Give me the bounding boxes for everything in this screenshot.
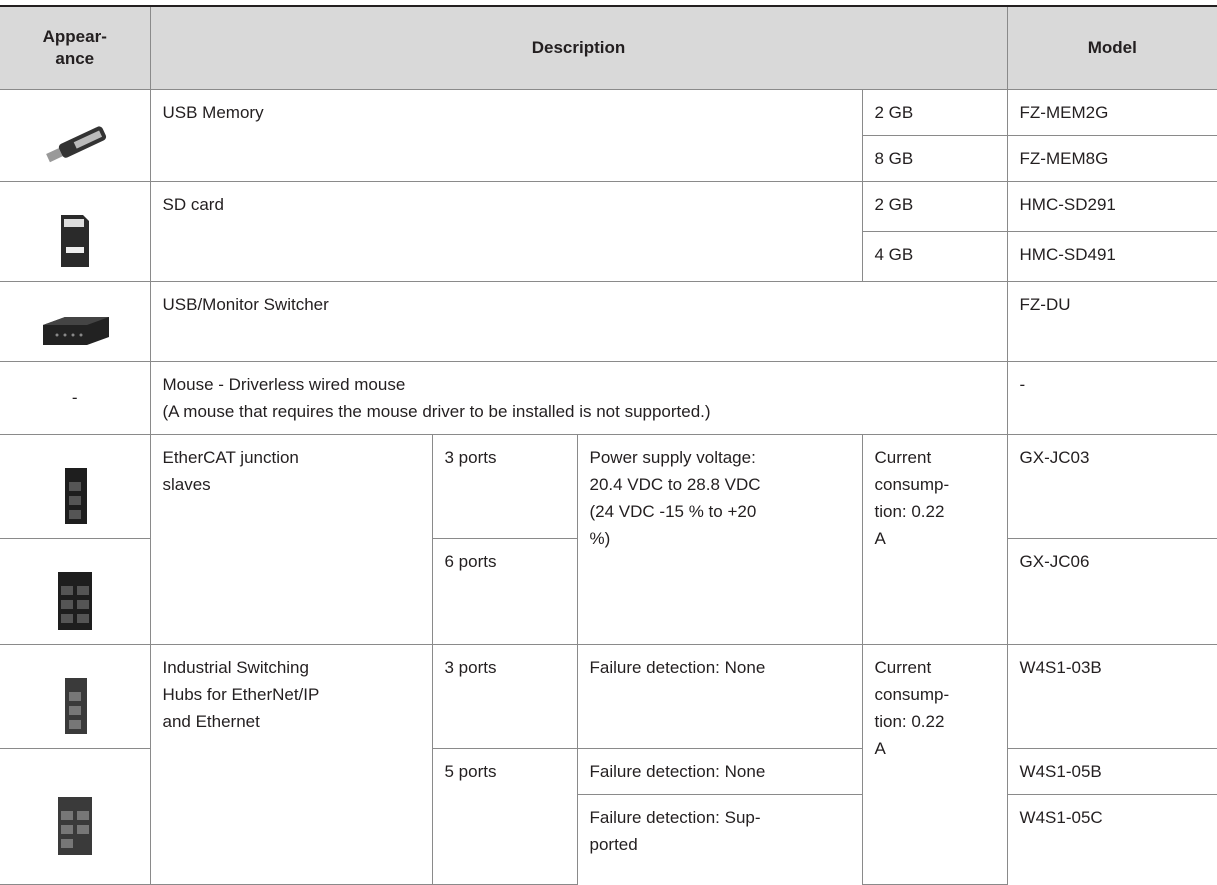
ethercat-6-icon — [57, 571, 92, 630]
cell: HMC-SD491 — [1006, 230, 1217, 282]
cell: SD card — [149, 180, 863, 282]
cell: Mouse - Driverless wired mouse (A mouse … — [149, 360, 1008, 435]
header-row: Appear- ance Description Model — [0, 5, 1217, 90]
header-cell: Appear- ance — [0, 5, 151, 90]
cell: HMC-SD291 — [1006, 180, 1217, 232]
cell: - — [0, 360, 151, 435]
cell: Industrial Switching Hubs for EtherNet/I… — [149, 643, 433, 885]
cell: 3 ports — [431, 433, 578, 539]
image-cell — [0, 537, 151, 645]
cell: Current consump- tion: 0.22 A — [861, 643, 1008, 885]
row: USB Memory 2 GB FZ-MEM2G — [0, 88, 1217, 182]
hub-3-icon — [64, 677, 87, 734]
cell: FZ-MEM2G — [1006, 88, 1217, 136]
header-cell: Model — [1006, 5, 1217, 90]
accessories-table: Appear- ance Description Model USB Memor… — [0, 5, 1217, 885]
row: SD card 2 GB HMC-SD291 — [0, 180, 1217, 282]
row: 8 GB FZ-MEM8G — [0, 134, 1217, 182]
row: 4 GB HMC-SD491 — [0, 230, 1217, 282]
cell: - — [1006, 360, 1217, 435]
header-cell: Description — [149, 5, 1008, 90]
cell: FZ-MEM8G — [1006, 134, 1217, 182]
cell: Current consump- tion: 0.22 A — [861, 433, 1008, 645]
cell: Failure detection: None — [576, 643, 863, 749]
page: Appear- ance Description Model USB Memor… — [0, 5, 1217, 885]
image-cell — [0, 747, 151, 885]
cell: USB Memory — [149, 88, 863, 182]
image-cell — [0, 180, 151, 282]
image-cell — [0, 88, 151, 182]
cell: W4S1-03B — [1006, 643, 1217, 749]
cell: GX-JC03 — [1006, 433, 1217, 539]
cell: Power supply voltage: 20.4 VDC to 28.8 V… — [576, 433, 863, 645]
cell: EtherCAT junction slaves — [149, 433, 433, 645]
cell: Failure detection: None — [576, 747, 863, 795]
cell: 5 ports — [431, 747, 578, 885]
cell: FZ-DU — [1006, 280, 1217, 362]
ethercat-3-icon — [64, 467, 87, 524]
cell: 2 GB — [861, 180, 1008, 232]
cell: 4 GB — [862, 230, 1008, 282]
cell: 2 GB — [861, 88, 1008, 136]
row: Industrial Switching Hubs for EtherNet/I… — [0, 643, 1217, 885]
hub-5-icon — [57, 796, 92, 855]
image-cell — [0, 643, 151, 749]
cell: USB/Monitor Switcher — [149, 280, 1008, 362]
sd-card-icon — [60, 214, 89, 267]
usb-icon — [45, 125, 106, 162]
image-cell — [0, 433, 151, 539]
cell: 3 ports — [431, 643, 578, 749]
cell: 8 GB — [862, 134, 1008, 182]
image-cell — [0, 280, 151, 362]
cell: W4S1-05C — [1006, 793, 1217, 884]
row: - Mouse - Driverless wired mouse (A mous… — [0, 360, 1217, 435]
switcher-icon — [42, 316, 109, 345]
cell: GX-JC06 — [1006, 537, 1217, 645]
cell: W4S1-05B — [1006, 747, 1217, 795]
cell: Failure detection: Sup- ported — [577, 793, 863, 884]
cell: 6 ports — [431, 537, 578, 645]
row: EtherCAT junction slaves 3 ports Power s… — [0, 433, 1217, 645]
row: USB/Monitor Switcher FZ-DU — [0, 280, 1217, 362]
